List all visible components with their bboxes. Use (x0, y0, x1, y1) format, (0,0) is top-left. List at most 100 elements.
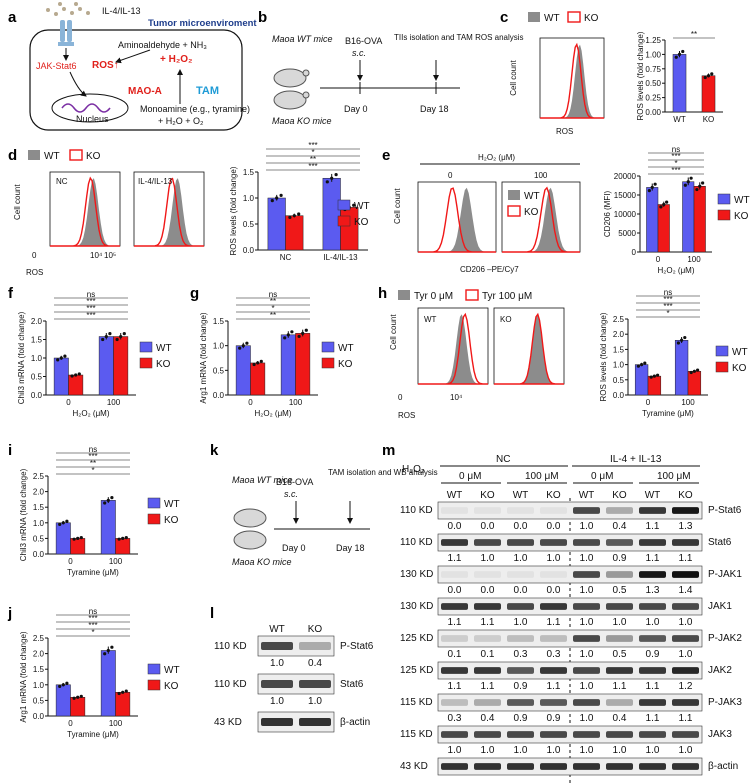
data-point (65, 681, 69, 685)
blot-m-band (573, 603, 600, 610)
legend-wt-swatch (337, 199, 351, 211)
data-point (674, 55, 678, 59)
x-tick-label: 0 (248, 398, 253, 407)
blot-m-quant-value: 1.0 (514, 745, 528, 756)
blot-m-quant-value: 1.0 (514, 553, 528, 564)
data-point (72, 696, 76, 700)
blot-m-band (639, 603, 666, 610)
x-axis-label: Tyramine (μM) (67, 568, 119, 577)
y-tick-label: 0.5 (31, 373, 43, 382)
x-tick-label: 0 (68, 719, 73, 728)
y-tick-label: 0.5 (33, 696, 45, 705)
blot-m-band (639, 699, 666, 706)
legend-ko-swatch (139, 357, 153, 369)
blot-m-band (606, 763, 633, 770)
blot-m-lane-label: KO (612, 490, 627, 501)
significance-label: * (271, 304, 274, 313)
bar-ko-100 (115, 538, 131, 555)
data-point (292, 214, 296, 218)
bar-ko-nc (285, 215, 304, 251)
data-point (58, 684, 62, 688)
dna-icon (61, 103, 111, 113)
hist-d-il-ko-curve (134, 177, 204, 247)
blot-m-quant-value: 0.5 (613, 585, 627, 596)
blot-m-quant-value: 1.1 (547, 617, 561, 628)
day0-label: Day 0 (344, 104, 368, 114)
legend-wt-label: WT (544, 13, 560, 24)
data-point (659, 205, 663, 209)
legend-wt-label: WT (44, 151, 60, 162)
x-tick-label: IL-4/IL-13 (323, 253, 358, 262)
wt-label: WT (424, 315, 437, 324)
significance-label: * (674, 159, 677, 168)
blot-m-band (672, 699, 699, 706)
blot-m-lane-label: WT (579, 490, 595, 501)
blot-m-lane-label: WT (513, 490, 529, 501)
analysis-step-label: TIIs isolation and TAM ROS analysis (394, 33, 524, 42)
data-point (680, 338, 684, 342)
data-point (286, 333, 290, 337)
blot-m-band (441, 699, 468, 706)
wt-mice-label: Maoa WT mice (272, 34, 333, 44)
bar-ko-100 (687, 371, 702, 396)
data-point (76, 695, 80, 699)
blot-m-band (606, 635, 633, 642)
significance-label: ** (270, 311, 276, 320)
blot-m-blot-strip (437, 693, 703, 712)
data-point (65, 519, 69, 523)
day18-label: Day 18 (420, 104, 449, 114)
bar-wt-100 (98, 336, 114, 396)
bar-wt-wt (672, 54, 687, 113)
blot-m-band (474, 635, 501, 642)
blot-m-band (672, 539, 699, 546)
data-point (119, 334, 123, 339)
data-point (101, 337, 105, 342)
bar-ko-0 (647, 375, 662, 396)
y-axis-label: Chil3 mRNA (fold change) (19, 468, 28, 561)
blot-m-quant-value: 0.9 (514, 713, 528, 724)
blot-m-band (639, 763, 666, 770)
x-axis-label: H₂O₂ (μM) (657, 266, 694, 275)
blot-m-band (441, 731, 468, 738)
blot-l-lane-label: KO (308, 624, 323, 635)
y-tick-label: 1.0 (243, 194, 255, 203)
data-point (652, 374, 657, 378)
blot-m-lane-label: KO (678, 490, 693, 501)
blot-m-band (639, 539, 666, 546)
data-point (124, 689, 128, 693)
y-axis-label: CD206 (MFI) (603, 191, 612, 238)
y-tick-label: 1.5 (243, 168, 255, 177)
blot-m-quant-value: 1.1 (613, 681, 627, 692)
y-tick-label: 2.0 (33, 650, 45, 659)
blot-m-quant-value: 0.5 (613, 649, 627, 660)
data-point (301, 331, 305, 335)
blot-m-quant-value: 0.0 (547, 585, 561, 596)
jak-stat6-label: JAK-Stat6 (36, 61, 77, 71)
dose-label: 100 μM (657, 471, 691, 482)
data-point (70, 374, 74, 378)
aldehyde-label: Aminoaldehyde + NH₃ (118, 40, 207, 50)
hist-c-ko-curve (540, 42, 604, 119)
data-point (79, 536, 83, 540)
legend-wt-swatch (147, 663, 161, 675)
blot-l-quant-value: 1.0 (270, 696, 284, 707)
blot-m-protein-label: Stat6 (708, 537, 732, 548)
blot-m-band (573, 507, 600, 514)
data-point (689, 370, 693, 375)
blot-m-quant-value: 1.0 (679, 617, 693, 628)
significance-label: * (311, 148, 314, 157)
h2o2-header: H₂O₂ (μM) (478, 153, 515, 162)
x-tick-label: 100 (289, 398, 303, 407)
blot-l-protein-label: Stat6 (340, 679, 364, 690)
blot-m-blot-strip (437, 661, 703, 680)
significance-label: *** (308, 141, 317, 150)
blot-m-mw-label: 130 KD (400, 569, 433, 580)
data-point (692, 369, 697, 373)
data-point (683, 183, 687, 187)
blot-m-band (474, 731, 501, 738)
blot-m-quant-value: 1.3 (646, 585, 660, 596)
bar-wt-il4il13 (322, 177, 341, 251)
legend-wt-swatch (508, 190, 520, 200)
y-tick-label: 0.0 (243, 246, 255, 255)
y-tick-label: 2.5 (613, 315, 625, 324)
